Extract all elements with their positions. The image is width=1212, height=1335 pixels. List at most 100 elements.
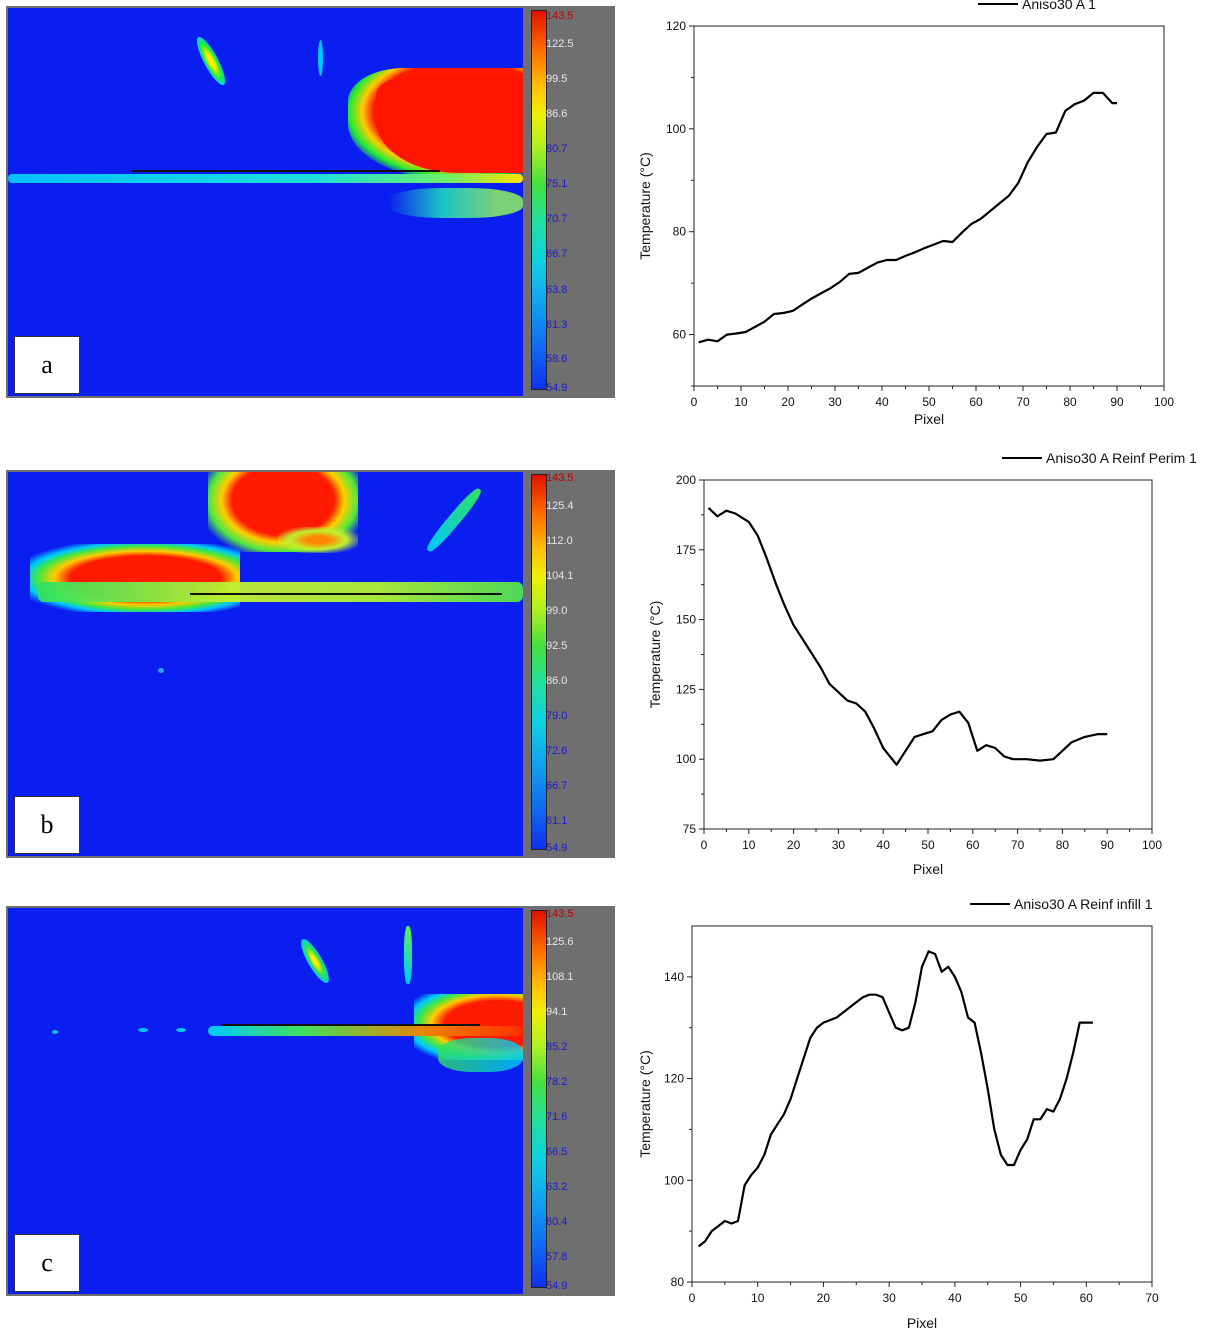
x-tick-label: 100 bbox=[1142, 838, 1162, 852]
x-tick-label: 0 bbox=[701, 838, 708, 852]
x-tick-label: 50 bbox=[1014, 1291, 1028, 1305]
x-tick-label: 50 bbox=[922, 395, 936, 409]
colorbar-tick-label: 122.5 bbox=[546, 38, 574, 50]
colorbar-tick-label: 54.9 bbox=[546, 1280, 568, 1292]
x-tick-label: 0 bbox=[691, 395, 698, 409]
x-tick-label: 20 bbox=[787, 838, 801, 852]
thermal-field-b bbox=[8, 472, 523, 856]
y-tick-label: 80 bbox=[673, 225, 687, 239]
colorbar-tick-label: 54.9 bbox=[546, 382, 568, 394]
x-tick-label: 20 bbox=[781, 395, 795, 409]
thermal-field-c bbox=[8, 908, 523, 1294]
chart-c: 0 10 20 30 40 50 60 70 80 100 120 140 Pixel Temperatu… bbox=[630, 890, 1212, 1335]
colorbar-tick-label: 85.2 bbox=[546, 1041, 568, 1053]
y-tick-label: 120 bbox=[666, 19, 686, 33]
plot-frame bbox=[703, 479, 1153, 830]
colorbar-tick-label: 63.8 bbox=[546, 284, 568, 296]
thermal-image-b: 143.5 125.4 112.0 104.1 99.0 92.5 86.0 7… bbox=[6, 470, 615, 858]
colorbar-tick-label: 71.6 bbox=[546, 1111, 568, 1123]
colorbar-tick-label: 54.9 bbox=[546, 842, 568, 854]
x-tick-label: 20 bbox=[817, 1291, 831, 1305]
y-tick-label: 75 bbox=[683, 822, 697, 836]
panel-letter-c: c bbox=[14, 1234, 80, 1292]
x-tick-label: 40 bbox=[875, 395, 889, 409]
x-tick-label: 60 bbox=[1080, 1291, 1094, 1305]
thermal-image-a: 143.5 122.5 99.5 86.6 80.7 75.1 70.7 66.… bbox=[6, 6, 615, 398]
x-tick-label: 80 bbox=[1063, 395, 1077, 409]
colorbar-tick-label: 125.4 bbox=[546, 500, 574, 512]
y-tick-label: 100 bbox=[666, 122, 686, 136]
panel-letter-b: b bbox=[14, 796, 80, 854]
colorbar-tick-label: 92.5 bbox=[546, 640, 568, 652]
warm-streak bbox=[176, 1028, 186, 1032]
plot-frame bbox=[691, 925, 1153, 1283]
colorbar-b bbox=[531, 474, 547, 850]
x-tick-label: 70 bbox=[1011, 838, 1025, 852]
colorbar-tick-label: 143.5 bbox=[546, 10, 574, 22]
y-tick-label: 100 bbox=[676, 752, 696, 766]
colorbar-tick-label: 94.1 bbox=[546, 1006, 568, 1018]
y-axis-label: Temperature (°C) bbox=[637, 152, 653, 260]
x-axis-label: Pixel bbox=[907, 1315, 937, 1331]
warm-streak bbox=[192, 33, 230, 89]
hot-spot bbox=[376, 78, 523, 173]
x-tick-label: 70 bbox=[1016, 395, 1030, 409]
colorbar-a bbox=[531, 10, 547, 390]
warm-streak bbox=[404, 926, 412, 984]
filament-trace bbox=[208, 1026, 523, 1036]
panel-row-b: 143.5 125.4 112.0 104.1 99.0 92.5 86.0 7… bbox=[0, 440, 1212, 880]
measurement-line bbox=[190, 593, 502, 595]
series-line bbox=[697, 950, 1093, 1248]
x-tick-label: 10 bbox=[751, 1291, 765, 1305]
panel-row-a: 143.5 122.5 99.5 86.6 80.7 75.1 70.7 66.… bbox=[0, 0, 1212, 430]
warm-streak bbox=[52, 1030, 58, 1034]
warm-streak bbox=[296, 935, 334, 987]
colorbar-tick-label: 61.3 bbox=[546, 319, 568, 331]
colorbar-tick-label: 61.1 bbox=[546, 815, 568, 827]
warm-streak bbox=[438, 1038, 523, 1072]
plot-frame bbox=[693, 25, 1165, 387]
x-tick-label: 10 bbox=[734, 395, 748, 409]
chart-svg-a: 0 10 20 30 40 50 60 70 80 90 100 60 80 100 120 Pixel Tem… bbox=[637, 0, 1174, 427]
x-tick-label: 90 bbox=[1110, 395, 1124, 409]
colorbar-tick-label: 72.6 bbox=[546, 745, 568, 757]
warm-streak bbox=[138, 1028, 148, 1032]
warm-streak bbox=[388, 188, 523, 218]
y-tick-label: 60 bbox=[673, 328, 687, 342]
x-tick-label: 10 bbox=[742, 838, 756, 852]
x-tick-label: 70 bbox=[1145, 1291, 1159, 1305]
series-line bbox=[707, 507, 1108, 766]
y-tick-label: 80 bbox=[671, 1275, 685, 1289]
series-line bbox=[698, 91, 1117, 344]
x-tick-label: 30 bbox=[832, 838, 846, 852]
colorbar-tick-label: 99.0 bbox=[546, 605, 568, 617]
y-tick-label: 100 bbox=[664, 1173, 684, 1187]
colorbar-tick-label: 143.5 bbox=[546, 908, 574, 920]
colorbar-tick-label: 75.1 bbox=[546, 178, 568, 190]
x-tick-label: 30 bbox=[882, 1291, 896, 1305]
panel-row-c: 143.5 125.6 108.1 94.1 85.2 78.2 71.6 66… bbox=[0, 890, 1212, 1335]
warm-streak bbox=[278, 527, 358, 553]
colorbar-tick-label: 86.0 bbox=[546, 675, 568, 687]
panel-letter-a: a bbox=[14, 336, 80, 394]
y-tick-label: 175 bbox=[676, 543, 696, 557]
warm-streak bbox=[423, 485, 485, 555]
colorbar-tick-label: 58.6 bbox=[546, 353, 568, 365]
thermal-field-a bbox=[8, 8, 523, 396]
x-tick-label: 90 bbox=[1101, 838, 1115, 852]
filament-trace bbox=[8, 174, 523, 183]
x-axis-label: Pixel bbox=[913, 861, 943, 877]
colorbar-tick-label: 86.6 bbox=[546, 108, 568, 120]
colorbar-tick-label: 66.7 bbox=[546, 780, 568, 792]
chart-svg-c: 0 10 20 30 40 50 60 70 80 100 120 140 Pixel Temperatu… bbox=[637, 896, 1159, 1331]
x-axis-label: Pixel bbox=[914, 411, 944, 427]
filament-trace bbox=[38, 582, 523, 602]
x-tick-label: 40 bbox=[948, 1291, 962, 1305]
legend-label: Aniso30 A Reinf infill 1 bbox=[1014, 896, 1153, 912]
colorbar-tick-label: 63.2 bbox=[546, 1181, 568, 1193]
colorbar-tick-label: 60.4 bbox=[546, 1216, 568, 1228]
y-axis-label: Temperature (°C) bbox=[637, 1050, 653, 1158]
colorbar-tick-label: 104.1 bbox=[546, 570, 574, 582]
x-tick-label: 100 bbox=[1154, 395, 1174, 409]
thermal-image-c: 143.5 125.6 108.1 94.1 85.2 78.2 71.6 66… bbox=[6, 906, 615, 1296]
